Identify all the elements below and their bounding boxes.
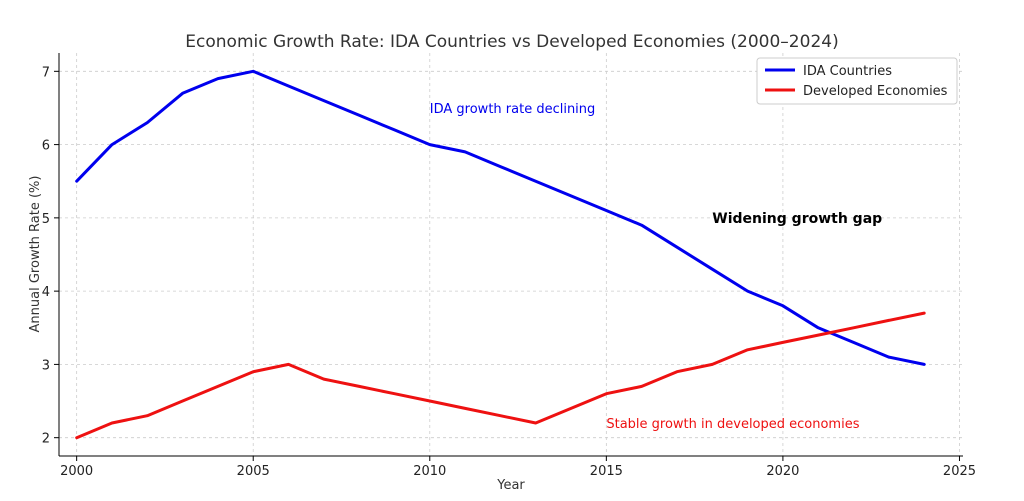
- x-axis-label: Year: [496, 478, 525, 493]
- x-tick-label: 2020: [766, 464, 799, 479]
- legend-label-ida: IDA Countries: [803, 64, 892, 79]
- x-tick-label: 2025: [943, 464, 976, 479]
- annotation-stable-growth-in-developed-economies: Stable growth in developed economies: [606, 417, 859, 432]
- y-tick-label: 6: [42, 139, 50, 154]
- annotation-ida-growth-rate-declining: IDA growth rate declining: [430, 102, 596, 117]
- x-tick-label: 2000: [60, 464, 93, 479]
- x-tick-label: 2010: [413, 464, 446, 479]
- chart-title: Economic Growth Rate: IDA Countries vs D…: [185, 32, 838, 52]
- y-tick-label: 2: [42, 432, 50, 447]
- annotation-widening-growth-gap: Widening growth gap: [712, 211, 882, 227]
- x-tick-label: 2005: [237, 464, 270, 479]
- y-axis-label: Annual Growth Rate (%): [28, 176, 43, 333]
- x-tick-label: 2015: [590, 464, 623, 479]
- legend-box: [756, 57, 958, 105]
- legend: IDA Countries Developed Economies: [756, 57, 958, 105]
- y-tick-label: 5: [42, 212, 50, 227]
- axis-ticks: 2000 2005 2010 2015 2020 2025 2 3 4 5 6 7: [42, 65, 976, 479]
- series-line-ida-countries: [75, 69, 926, 366]
- grid: [59, 53, 963, 456]
- y-tick-label: 3: [42, 358, 50, 373]
- legend-label-developed: Developed Economies: [803, 84, 948, 99]
- series-lines: [75, 69, 926, 440]
- y-tick-label: 4: [42, 285, 50, 300]
- y-tick-label: 7: [42, 65, 50, 80]
- annotations: IDA growth rate declining Widening growth…: [430, 102, 882, 432]
